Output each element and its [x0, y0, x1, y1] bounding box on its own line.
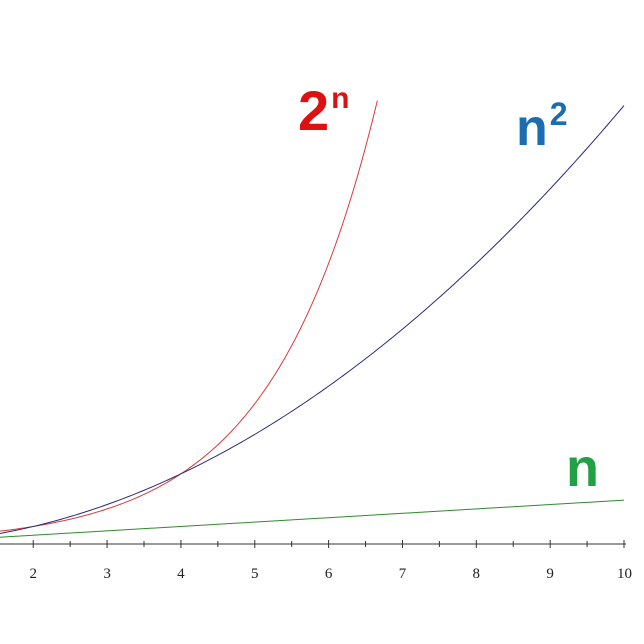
- x-tick-label: 7: [399, 566, 407, 582]
- curve-label-n-pow-2: n2: [516, 96, 568, 157]
- series-line-2-pow-n: [0, 100, 378, 532]
- x-tick-label: 10: [617, 566, 632, 582]
- x-tick-label: 5: [251, 566, 259, 582]
- x-tick-label: 6: [325, 566, 333, 582]
- curve-label-superscript: 2: [550, 96, 568, 132]
- curve-label-base: n: [516, 99, 548, 157]
- curve-label-base: 2: [298, 79, 329, 142]
- x-tick-label: 3: [103, 566, 111, 582]
- x-tick-label: 8: [473, 566, 481, 582]
- chart-curves: [0, 100, 625, 538]
- x-axis: 2 3 4 5 6 7 8 9 10: [0, 540, 632, 582]
- x-tick-label: 9: [546, 566, 554, 582]
- curve-label-2-pow-n: 2n: [298, 79, 349, 142]
- series-line-n-pow-2: [0, 105, 625, 534]
- series-line-n: [0, 499, 625, 538]
- x-tick-label: 4: [177, 566, 185, 582]
- curve-label-base: n: [566, 438, 599, 498]
- x-tick-label: 2: [29, 566, 37, 582]
- curve-label-n: n: [566, 438, 599, 498]
- curve-label-superscript: n: [331, 82, 349, 115]
